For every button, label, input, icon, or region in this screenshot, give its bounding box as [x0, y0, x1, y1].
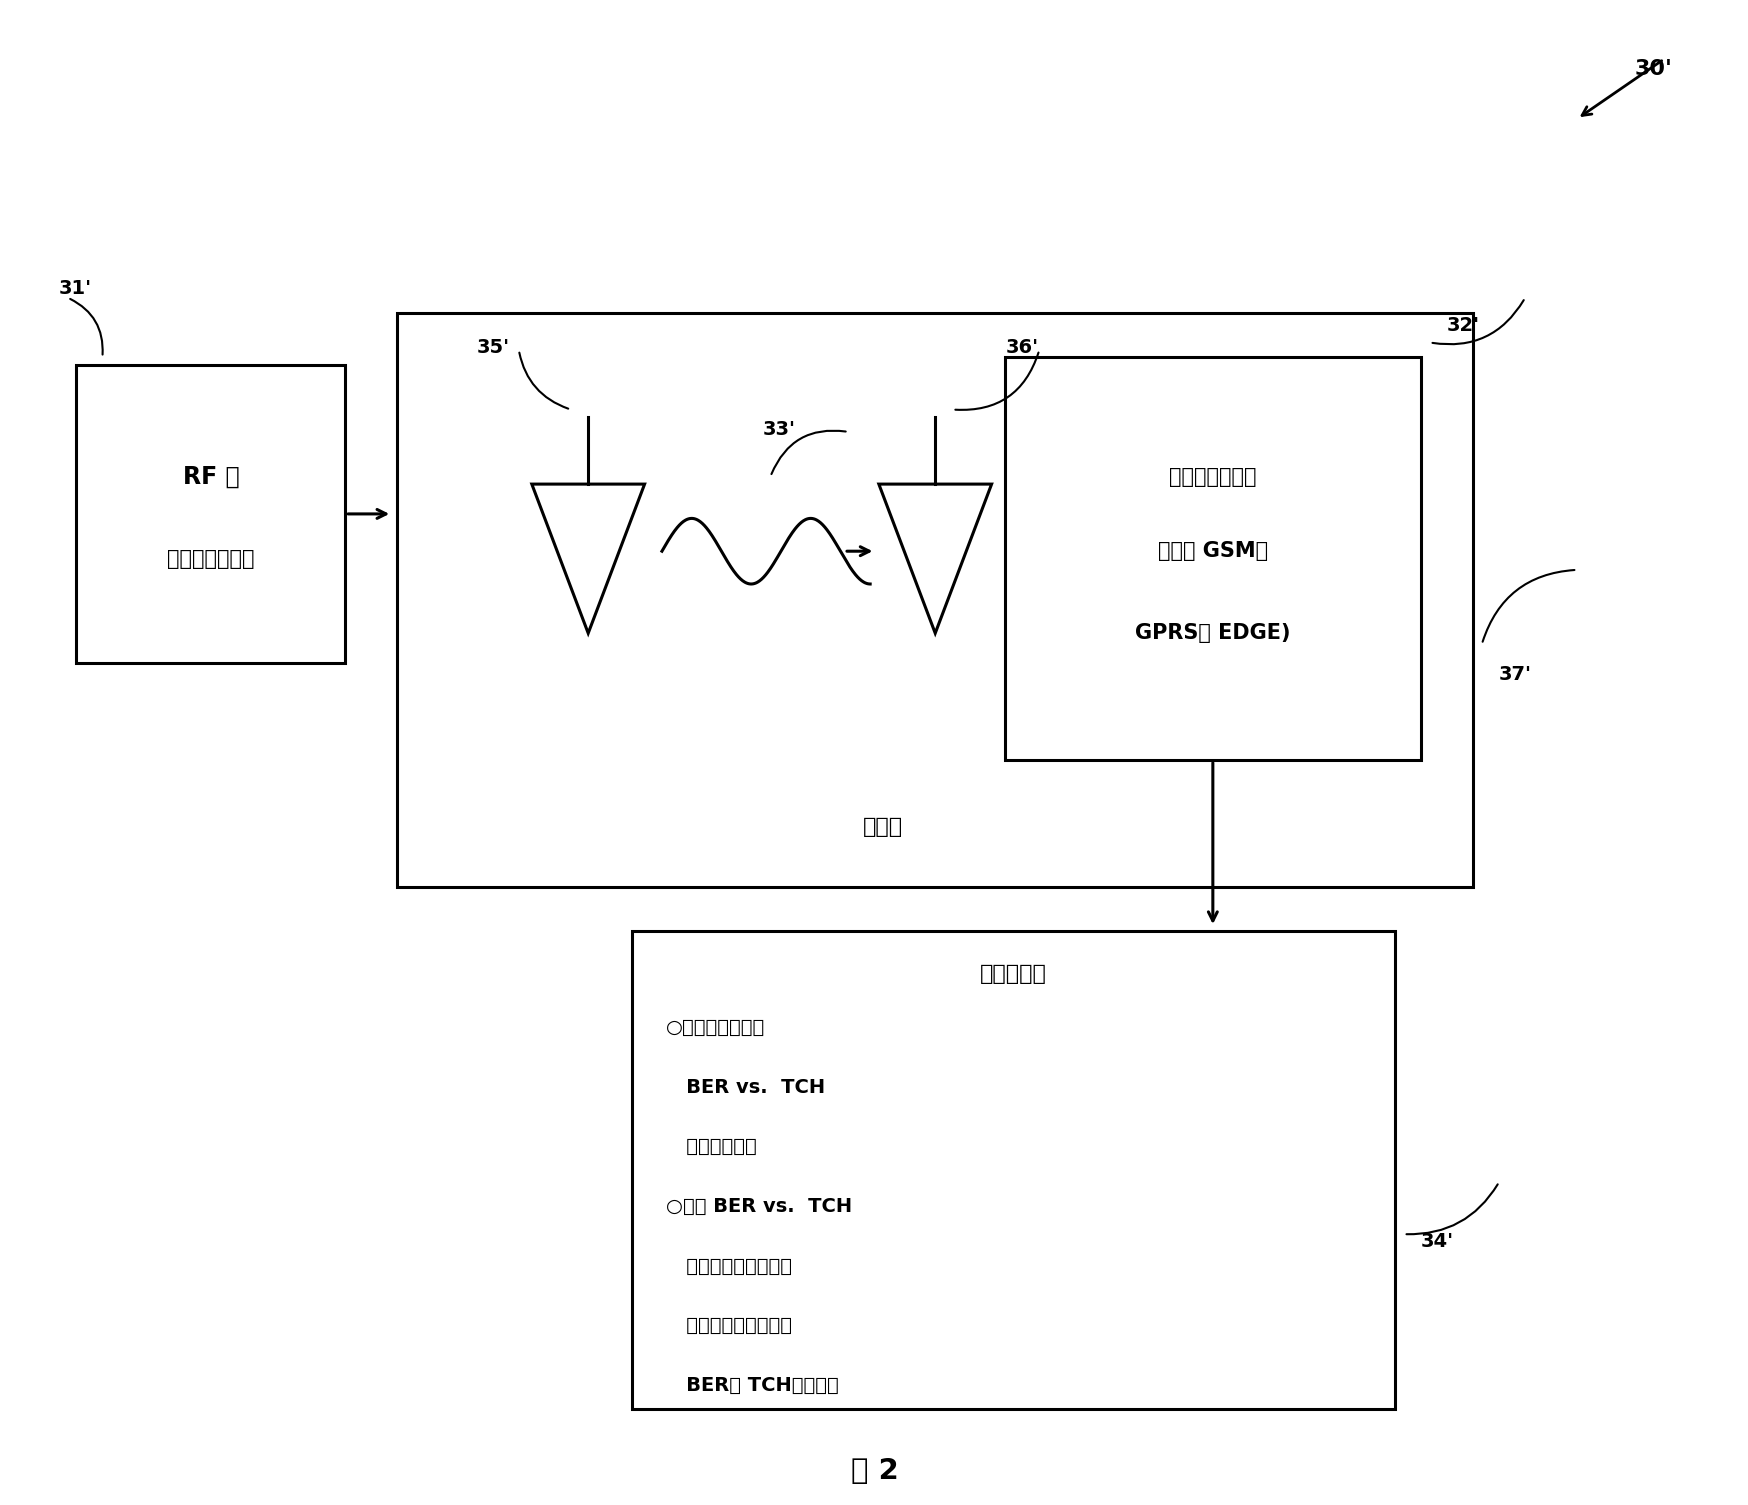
Text: BER的 TCH功率电平: BER的 TCH功率电平 [666, 1376, 839, 1395]
Text: 32': 32' [1446, 316, 1479, 336]
Text: 35': 35' [475, 339, 509, 357]
Text: RF 源: RF 源 [182, 465, 239, 489]
Text: ○使用 BER vs.  TCH: ○使用 BER vs. TCH [666, 1196, 851, 1216]
Text: 图 2: 图 2 [850, 1457, 898, 1485]
Text: ○确定初始信道的: ○确定初始信道的 [666, 1017, 766, 1037]
Text: 功率电平函数: 功率电平函数 [666, 1138, 757, 1156]
Text: 36': 36' [1005, 339, 1038, 357]
Text: （基站仿真器）: （基站仿真器） [168, 549, 255, 569]
Text: GPRS、 EDGE): GPRS、 EDGE) [1134, 623, 1290, 643]
Text: 34': 34' [1419, 1233, 1453, 1251]
Bar [1003, 357, 1419, 760]
Text: 后续信道中所希望的: 后续信道中所希望的 [666, 1317, 792, 1335]
Bar [397, 313, 1472, 886]
Text: 30': 30' [1634, 59, 1671, 80]
Text: 测试控制器: 测试控制器 [979, 965, 1045, 984]
Text: 功率电平函数来确定: 功率电平函数来确定 [666, 1257, 792, 1276]
Text: （例如 GSM、: （例如 GSM、 [1157, 542, 1267, 561]
Text: 33': 33' [762, 420, 795, 439]
Bar [77, 364, 344, 664]
Text: 消声室: 消声室 [862, 817, 902, 837]
Text: BER vs.  TCH: BER vs. TCH [666, 1078, 825, 1097]
Bar [631, 932, 1395, 1409]
Text: 31': 31' [59, 278, 93, 298]
Text: 37': 37' [1498, 665, 1531, 683]
Text: 手持设备接收机: 手持设备接收机 [1168, 467, 1255, 486]
